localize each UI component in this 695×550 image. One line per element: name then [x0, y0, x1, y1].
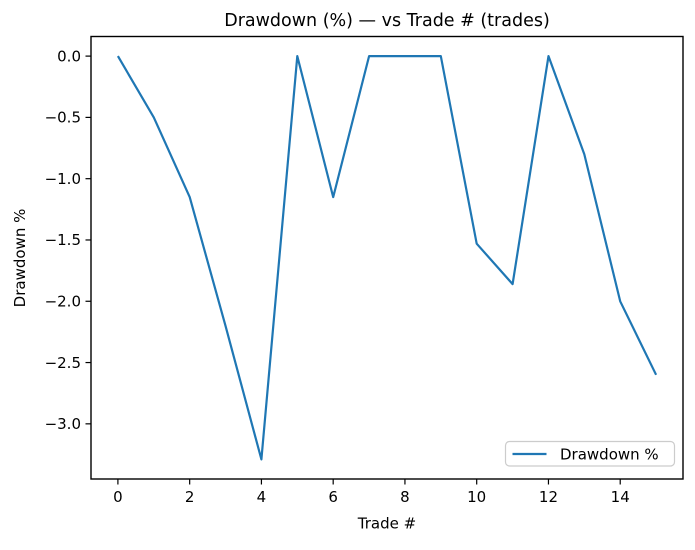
- x-tick-label: 6: [328, 488, 338, 506]
- y-axis-ticks: 0.0 −0.5 −1.0 −1.5 −2.0 −2.5 −3.0: [45, 47, 91, 433]
- chart-title: Drawdown (%) — vs Trade # (trades): [224, 11, 550, 31]
- drawdown-line-series: [116, 54, 658, 461]
- y-tick-label: −1.0: [45, 170, 81, 188]
- y-tick-label: −2.5: [45, 354, 81, 372]
- y-tick-label: −0.5: [45, 109, 81, 127]
- x-tick-label: 14: [611, 488, 630, 506]
- y-tick-label: −1.5: [45, 231, 81, 249]
- legend-label: Drawdown %: [560, 446, 659, 464]
- y-tick-label: 0.0: [57, 47, 81, 65]
- y-axis-label: Drawdown %: [11, 209, 29, 308]
- x-tick-label: 2: [185, 488, 195, 506]
- y-tick-label: −2.0: [45, 292, 81, 310]
- y-tick-label: −3.0: [45, 415, 81, 433]
- x-tick-label: 10: [467, 488, 486, 506]
- x-tick-label: 4: [257, 488, 267, 506]
- x-tick-label: 0: [113, 488, 123, 506]
- legend: Drawdown %: [504, 440, 676, 467]
- x-tick-label: 12: [539, 488, 558, 506]
- x-tick-label: 8: [400, 488, 410, 506]
- x-axis-label: Trade #: [357, 515, 416, 533]
- x-axis-ticks: 0 2 4 6 8 10 12 14: [113, 479, 630, 506]
- legend-frame: [504, 440, 676, 467]
- plot-frame: [90, 35, 684, 480]
